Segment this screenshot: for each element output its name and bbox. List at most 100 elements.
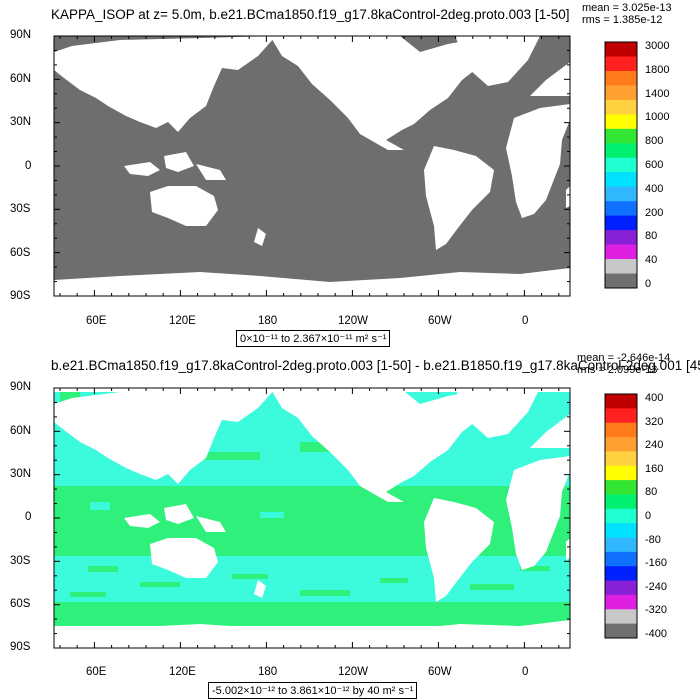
p2-lon-120e: 120E (169, 666, 196, 678)
colorbar-swatch (605, 408, 637, 424)
colorbar-label: 1400 (645, 87, 670, 100)
colorbar-swatch (605, 230, 637, 245)
colorbar-label: 240 (645, 439, 664, 452)
p1-lat-60s: 60S (10, 247, 31, 259)
colorbar-label: 1800 (645, 63, 670, 76)
colorbar-label: 0 (645, 510, 652, 522)
colorbar-label: 160 (645, 462, 664, 475)
colorbar-swatch (605, 437, 637, 452)
colorbar-swatch (605, 186, 637, 202)
colorbar-swatch (605, 508, 637, 524)
colorbar-label: -400 (645, 628, 668, 640)
colorbar-swatch (605, 85, 637, 101)
p2-lon-120w: 120W (338, 666, 369, 678)
p1-lat-90n: 90N (10, 29, 32, 41)
colorbar-label: 200 (645, 206, 664, 219)
colorbar-swatch (605, 259, 637, 274)
panel1-colorbar (604, 41, 638, 289)
colorbar-swatch (605, 609, 637, 625)
colorbar-label: 400 (645, 182, 664, 195)
colorbar-label: 600 (645, 159, 664, 171)
p2-lat-0: 0 (25, 511, 32, 523)
panel1-range-box: 0×10⁻¹¹ to 2.367×10⁻¹¹ m² s⁻¹ (236, 330, 391, 347)
p2-lat-30s: 30S (10, 555, 31, 567)
p1-lon-120e: 120E (169, 315, 196, 327)
colorbar-swatch (605, 99, 637, 115)
colorbar-swatch (605, 157, 637, 173)
colorbar-label: 0 (645, 278, 652, 290)
p1-lon-0: 0 (522, 315, 529, 327)
axis-ticks (54, 35, 570, 649)
colorbar-label: 40 (645, 254, 658, 267)
p1-lat-30s: 30S (10, 203, 31, 215)
colorbar-swatch (605, 566, 637, 581)
panel1-rms: rms = 1.385e-12 (582, 14, 663, 26)
colorbar-swatch (605, 465, 637, 481)
colorbar-swatch (605, 70, 637, 86)
panel2-rms: rms = 2.099e-13 (577, 364, 658, 376)
colorbar-swatch (605, 480, 637, 495)
p2-lat-90n: 90N (10, 381, 32, 393)
colorbar-swatch (605, 42, 637, 57)
colorbar-label: -160 (645, 557, 668, 570)
colorbar-swatch (605, 537, 637, 553)
colorbar-swatch (605, 273, 637, 289)
p2-lat-30n: 30N (10, 468, 32, 480)
colorbar-frame (604, 393, 638, 639)
panel1-mean: mean = 3.025e-13 (582, 2, 672, 14)
panel2-range-box: -5.002×10⁻¹² to 3.861×10⁻¹² by 40 m² s⁻¹ (208, 682, 418, 699)
colorbar-label: -320 (645, 604, 668, 617)
colorbar-label: -240 (645, 580, 668, 593)
colorbar-swatch (605, 451, 637, 467)
p1-lon-180: 180 (258, 315, 278, 327)
colorbar-swatch (605, 128, 637, 144)
panel2-southern-band (54, 602, 570, 626)
colorbar-label: 800 (645, 135, 664, 148)
colorbar-label: 80 (645, 230, 658, 243)
colorbar-frame (604, 41, 638, 289)
colorbar-swatch (605, 244, 637, 260)
colorbar-swatch (605, 114, 637, 130)
colorbar-label: 80 (645, 486, 658, 499)
colorbar-swatch (605, 551, 637, 567)
panel2-colorbar (604, 393, 638, 639)
panel2-title: b.e21.BCma1850.f19_g17.8kaControl-2deg.p… (51, 358, 700, 373)
colorbar-swatch (605, 201, 637, 217)
panel2-cyan-patches (90, 502, 284, 518)
colorbar-swatch (605, 394, 637, 409)
p1-lat-30n: 30N (10, 116, 32, 128)
p2-lat-90s: 90S (10, 641, 31, 653)
colorbar-label: 320 (645, 415, 664, 428)
colorbar-swatch (605, 594, 637, 610)
colorbar-swatch (605, 523, 637, 538)
panel2-map (53, 387, 571, 649)
p1-lon-60w: 60W (428, 315, 452, 327)
colorbar-label: 3000 (645, 40, 670, 52)
p1-lon-120w: 120W (338, 315, 369, 327)
panel2-mean: mean = -2.646e-14 (577, 352, 671, 364)
panel1-map (53, 35, 571, 297)
p2-lat-60n: 60N (10, 425, 32, 437)
p1-lon-60e: 60E (86, 315, 107, 327)
colorbar-swatch (605, 422, 637, 438)
colorbar-label: -80 (645, 533, 661, 546)
colorbar-swatch (605, 143, 637, 159)
colorbar-label: 1000 (645, 111, 670, 124)
p2-lon-60e: 60E (86, 666, 107, 678)
p2-lon-60w: 60W (428, 666, 452, 678)
colorbar-swatch (605, 172, 637, 188)
p1-lat-90s: 90S (10, 290, 31, 302)
colorbar-label: 400 (645, 392, 664, 404)
p2-lon-180: 180 (258, 666, 278, 678)
colorbar-swatch (605, 623, 637, 639)
p2-lat-60s: 60S (10, 598, 31, 610)
p1-lat-0: 0 (25, 160, 32, 172)
colorbar-swatch (605, 580, 637, 596)
p1-lat-60n: 60N (10, 73, 32, 85)
colorbar-swatch (605, 494, 637, 510)
panel1-title: KAPPA_ISOP at z= 5.0m, b.e21.BCma1850.f1… (51, 7, 570, 22)
colorbar-swatch (605, 56, 637, 72)
p2-lon-0: 0 (522, 666, 529, 678)
colorbar-swatch (605, 215, 637, 231)
